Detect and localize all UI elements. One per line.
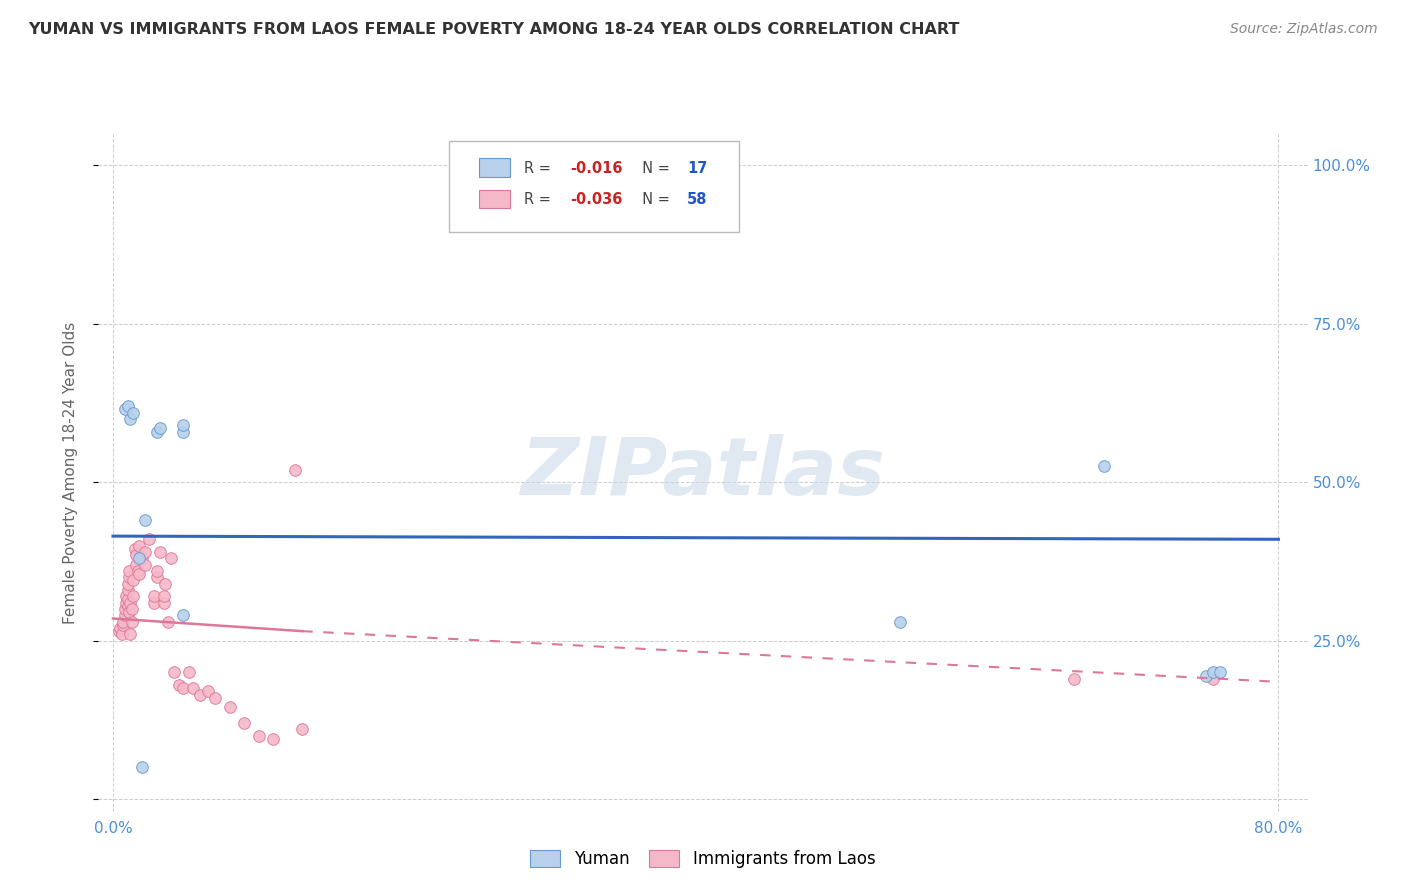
Text: Source: ZipAtlas.com: Source: ZipAtlas.com bbox=[1230, 22, 1378, 37]
Point bbox=[204, 690, 226, 705]
Point bbox=[118, 570, 141, 584]
Point bbox=[149, 545, 172, 559]
Point bbox=[167, 678, 190, 692]
Point bbox=[125, 558, 148, 572]
Point bbox=[114, 608, 136, 623]
Point bbox=[153, 590, 176, 604]
Text: N =: N = bbox=[633, 161, 675, 176]
Text: -0.036: -0.036 bbox=[569, 193, 623, 208]
Point bbox=[122, 574, 145, 588]
Point bbox=[120, 596, 142, 610]
Point bbox=[145, 425, 167, 439]
Point bbox=[142, 590, 165, 604]
Point bbox=[118, 605, 141, 619]
Point bbox=[218, 700, 240, 714]
Point bbox=[1092, 459, 1115, 474]
Text: 58: 58 bbox=[688, 193, 707, 208]
Point bbox=[114, 602, 136, 616]
Point bbox=[1063, 672, 1085, 686]
Text: 17: 17 bbox=[688, 161, 707, 176]
Point bbox=[233, 716, 256, 731]
Point bbox=[118, 564, 141, 578]
Point bbox=[160, 551, 183, 566]
Point bbox=[121, 602, 143, 616]
Point bbox=[153, 596, 176, 610]
Point bbox=[125, 548, 148, 562]
Point bbox=[120, 412, 142, 426]
Point bbox=[157, 615, 180, 629]
Point bbox=[142, 596, 165, 610]
Point bbox=[121, 615, 143, 629]
Point bbox=[172, 681, 194, 695]
Point bbox=[128, 551, 150, 566]
Point bbox=[138, 533, 160, 547]
Y-axis label: Female Poverty Among 18-24 Year Olds: Female Poverty Among 18-24 Year Olds bbox=[63, 322, 77, 624]
Point bbox=[172, 608, 194, 623]
Point bbox=[197, 684, 219, 698]
Point bbox=[131, 551, 153, 566]
Point bbox=[145, 564, 167, 578]
Point bbox=[120, 627, 142, 641]
Point bbox=[117, 582, 139, 597]
Text: ZIPatlas: ZIPatlas bbox=[520, 434, 886, 512]
Point bbox=[163, 665, 186, 680]
Point bbox=[117, 592, 139, 607]
Point bbox=[124, 541, 146, 556]
Point bbox=[122, 406, 145, 420]
Point bbox=[181, 681, 204, 695]
Legend: Yuman, Immigrants from Laos: Yuman, Immigrants from Laos bbox=[524, 843, 882, 875]
Point bbox=[115, 590, 138, 604]
Point bbox=[117, 576, 139, 591]
Point bbox=[115, 596, 138, 610]
Point bbox=[128, 539, 150, 553]
Point bbox=[1194, 668, 1216, 682]
Point bbox=[127, 564, 149, 578]
Text: R =: R = bbox=[524, 161, 555, 176]
Point bbox=[112, 617, 135, 632]
Text: R =: R = bbox=[524, 193, 555, 208]
FancyBboxPatch shape bbox=[479, 158, 509, 177]
Point bbox=[117, 399, 139, 413]
Point bbox=[1202, 665, 1225, 680]
Point bbox=[190, 688, 212, 702]
Point bbox=[172, 418, 194, 433]
Point bbox=[134, 513, 156, 527]
Point bbox=[111, 627, 134, 641]
Point bbox=[110, 621, 132, 635]
Point bbox=[122, 590, 145, 604]
Text: YUMAN VS IMMIGRANTS FROM LAOS FEMALE POVERTY AMONG 18-24 YEAR OLDS CORRELATION C: YUMAN VS IMMIGRANTS FROM LAOS FEMALE POV… bbox=[28, 22, 959, 37]
Point bbox=[1209, 665, 1232, 680]
Point bbox=[889, 615, 911, 629]
Text: -0.016: -0.016 bbox=[569, 161, 623, 176]
Point bbox=[134, 558, 156, 572]
Point bbox=[284, 462, 307, 476]
Point bbox=[128, 567, 150, 582]
Point bbox=[1202, 672, 1225, 686]
Point bbox=[112, 615, 135, 629]
Point bbox=[108, 624, 131, 639]
Point bbox=[262, 731, 284, 746]
Point bbox=[117, 599, 139, 613]
Point bbox=[149, 421, 172, 435]
Point bbox=[155, 576, 177, 591]
Point bbox=[172, 425, 194, 439]
Point bbox=[134, 545, 156, 559]
Point bbox=[114, 402, 136, 417]
Point bbox=[131, 760, 153, 774]
FancyBboxPatch shape bbox=[479, 190, 509, 209]
Point bbox=[177, 665, 200, 680]
FancyBboxPatch shape bbox=[449, 141, 740, 232]
Point bbox=[247, 729, 270, 743]
Point bbox=[291, 723, 314, 737]
Point bbox=[145, 570, 167, 584]
Text: N =: N = bbox=[633, 193, 675, 208]
